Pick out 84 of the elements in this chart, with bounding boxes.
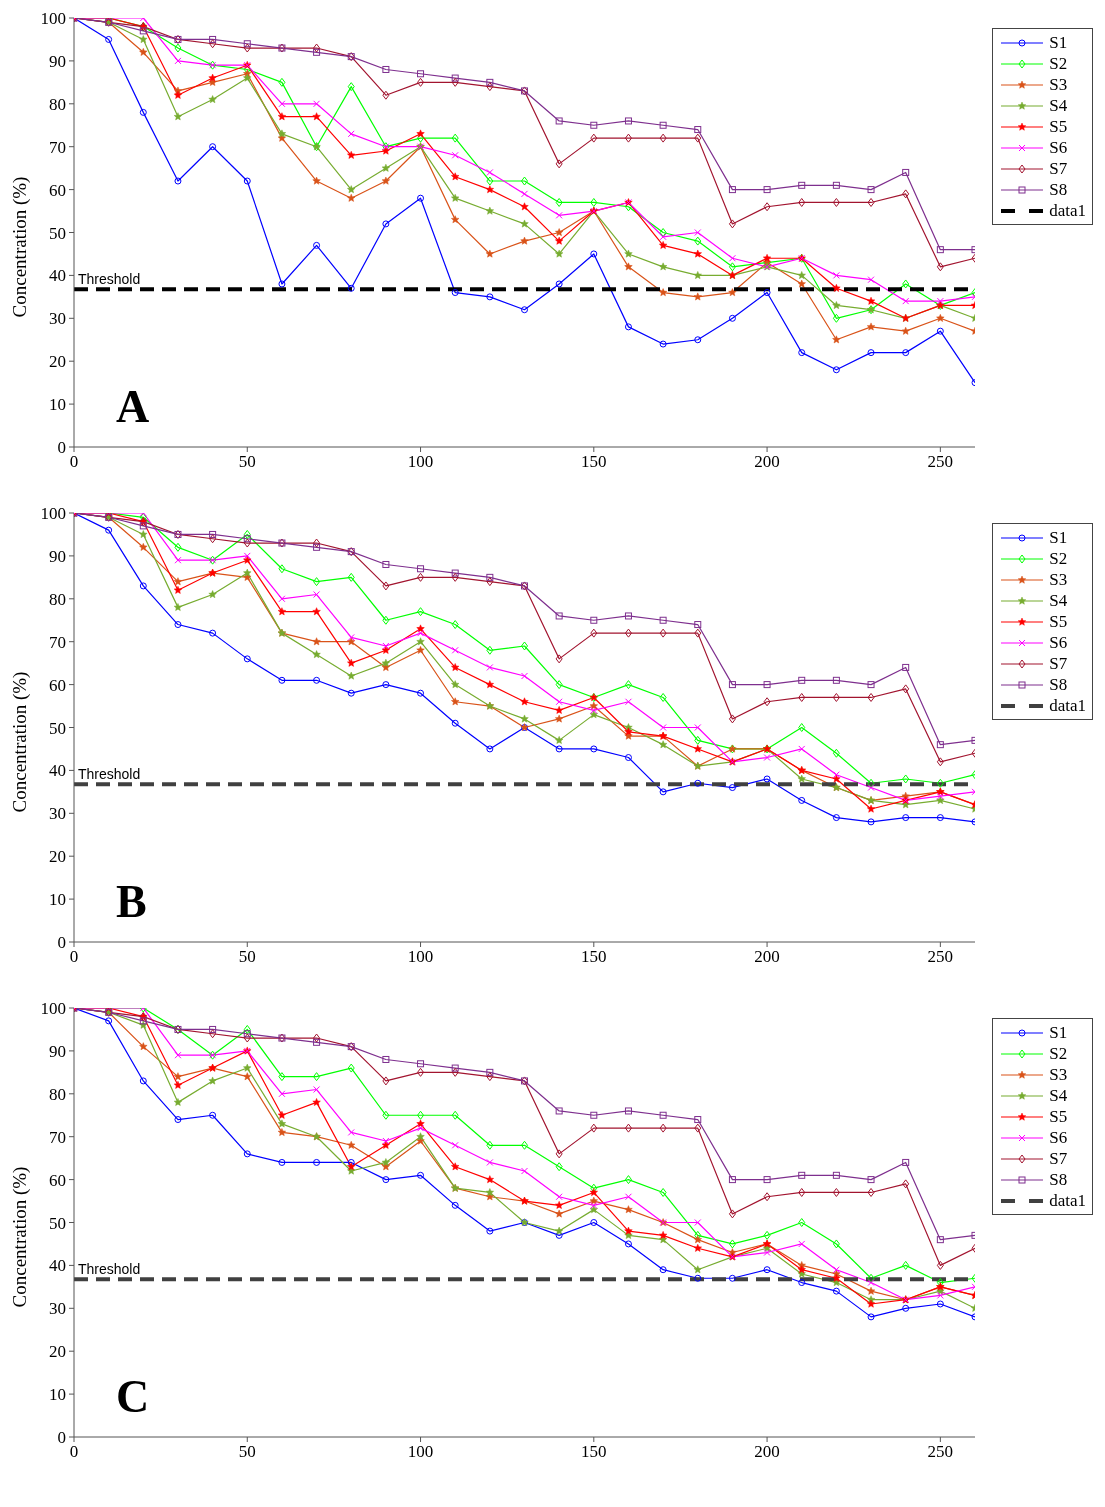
y-tick-label: 30 (49, 804, 66, 824)
y-tick-label: 80 (49, 1084, 66, 1104)
y-tick-label: 40 (49, 266, 66, 286)
y-axis-title: Concentration (%) (9, 176, 31, 317)
legend-label: S2 (1049, 548, 1068, 569)
y-tick-label: 100 (40, 504, 66, 524)
y-tick-label: 40 (49, 1256, 66, 1276)
y-tick-label: 30 (49, 309, 66, 329)
y-tick-label: 0 (57, 1428, 66, 1448)
x-tick-label: 200 (754, 1442, 780, 1462)
y-tick-label: 10 (49, 1385, 66, 1405)
legend-label: S5 (1049, 116, 1068, 137)
y-tick-label: 100 (40, 999, 66, 1019)
legend-label: S5 (1049, 611, 1068, 632)
y-tick-label: 20 (49, 1342, 66, 1362)
legend-label: S8 (1049, 1169, 1068, 1190)
legend-label: S8 (1049, 674, 1068, 695)
y-tick-label: 60 (49, 180, 66, 200)
x-tick-label: 200 (754, 947, 780, 967)
y-tick-label: 20 (49, 847, 66, 867)
legend-label: data1 (1049, 200, 1086, 221)
x-tick-label: 100 (407, 1442, 434, 1462)
x-tick-label: 50 (238, 1442, 256, 1462)
legend-label: S7 (1049, 1148, 1068, 1169)
y-tick-label: 60 (49, 1170, 66, 1190)
y-tick-label: 90 (49, 546, 66, 566)
y-axis-title: Concentration (%) (9, 671, 31, 812)
y-tick-label: 60 (49, 675, 66, 695)
y-tick-label: 80 (49, 589, 66, 609)
y-tick-label: 100 (40, 9, 66, 29)
legend-label: S4 (1049, 95, 1068, 116)
legend-label: S3 (1049, 1064, 1068, 1085)
x-tick-label: 250 (927, 452, 954, 472)
x-tick-label: 250 (927, 947, 954, 967)
y-tick-label: 40 (49, 761, 66, 781)
annotation: A (116, 380, 150, 433)
x-tick-label: 150 (581, 947, 607, 967)
x-tick-label: 200 (754, 452, 780, 472)
legend-label: S1 (1049, 1022, 1068, 1043)
legend-label: data1 (1049, 695, 1086, 716)
x-tick-label: 250 (927, 1442, 954, 1462)
legend-label: S1 (1049, 527, 1068, 548)
legend-label: S1 (1049, 32, 1068, 53)
y-tick-label: 90 (49, 1041, 66, 1061)
legend-label: S8 (1049, 179, 1068, 200)
annotation: C (116, 1370, 150, 1423)
legend-label: S4 (1049, 590, 1068, 611)
y-tick-label: 70 (49, 1127, 66, 1147)
legend-label: S6 (1049, 137, 1068, 158)
legend-label: S3 (1049, 569, 1068, 590)
y-tick-label: 10 (49, 890, 66, 910)
y-tick-label: 80 (49, 94, 66, 114)
y-tick-label: 50 (49, 223, 66, 243)
legend-label: S6 (1049, 632, 1068, 653)
legend-label: S4 (1049, 1085, 1068, 1106)
legend-label: S6 (1049, 1127, 1068, 1148)
y-tick-label: 50 (49, 718, 66, 738)
y-tick-label: 10 (49, 395, 66, 415)
legend-label: S3 (1049, 74, 1068, 95)
x-tick-label: 50 (238, 452, 256, 472)
annotation: Threshold (78, 270, 141, 287)
y-tick-label: 50 (49, 1213, 66, 1233)
y-tick-label: 0 (57, 438, 66, 458)
x-tick-label: 150 (581, 452, 607, 472)
y-tick-label: 70 (49, 632, 66, 652)
legend-label: S2 (1049, 53, 1068, 74)
legend-label: S2 (1049, 1043, 1068, 1064)
x-tick-label: 50 (238, 947, 256, 967)
annotation: Threshold (78, 765, 141, 782)
x-tick-label: 150 (581, 1442, 607, 1462)
y-tick-label: 0 (57, 933, 66, 953)
annotation: Threshold (78, 1260, 141, 1277)
legend-label: S5 (1049, 1106, 1068, 1127)
x-tick-label: 100 (407, 452, 434, 472)
y-tick-label: 70 (49, 137, 66, 157)
y-axis-title: Concentration (%) (9, 1166, 31, 1307)
x-tick-label: 100 (407, 947, 434, 967)
legend-label: S7 (1049, 158, 1068, 179)
y-tick-label: 30 (49, 1299, 66, 1319)
y-tick-label: 20 (49, 352, 66, 372)
annotation: B (116, 875, 147, 928)
legend-label: S7 (1049, 653, 1068, 674)
legend-label: data1 (1049, 1190, 1086, 1211)
y-tick-label: 90 (49, 51, 66, 71)
